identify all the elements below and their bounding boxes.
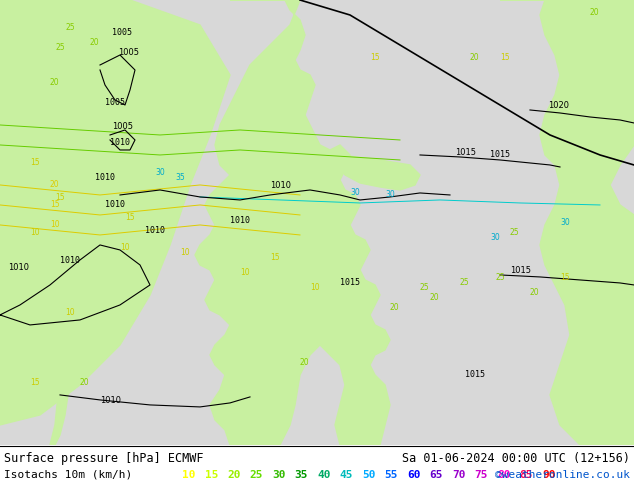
Text: 25: 25	[420, 283, 430, 292]
Text: 1010: 1010	[110, 138, 130, 147]
Text: 20: 20	[590, 8, 600, 17]
Text: 15: 15	[30, 378, 39, 387]
Text: 40: 40	[317, 470, 330, 480]
Text: 10: 10	[50, 220, 60, 229]
Text: 1005: 1005	[112, 28, 132, 37]
Text: 15: 15	[370, 53, 380, 62]
Text: 25: 25	[495, 273, 505, 282]
Text: 70: 70	[452, 470, 465, 480]
Text: 1010: 1010	[105, 200, 125, 209]
Text: 65: 65	[429, 470, 443, 480]
Text: ©weatheronline.co.uk: ©weatheronline.co.uk	[495, 470, 630, 480]
Text: 10: 10	[182, 470, 195, 480]
Text: 1010: 1010	[60, 256, 80, 265]
Text: 1010: 1010	[95, 173, 115, 182]
Text: 30: 30	[560, 218, 570, 227]
Text: 10: 10	[310, 283, 320, 292]
Text: 10: 10	[65, 308, 75, 317]
Text: 15: 15	[560, 273, 569, 282]
Text: 90: 90	[542, 470, 555, 480]
Text: 35: 35	[295, 470, 308, 480]
Text: 1015: 1015	[465, 370, 485, 379]
Text: 1015: 1015	[455, 148, 476, 157]
Text: 1010: 1010	[145, 226, 165, 235]
Text: 85: 85	[519, 470, 533, 480]
Polygon shape	[338, 155, 420, 190]
Text: Isotachs 10m (km/h): Isotachs 10m (km/h)	[4, 470, 133, 480]
Text: 1005: 1005	[118, 48, 139, 57]
Text: 15: 15	[50, 200, 60, 209]
Text: 20: 20	[470, 53, 480, 62]
Polygon shape	[0, 0, 230, 425]
Text: 50: 50	[362, 470, 375, 480]
Text: 30: 30	[155, 168, 165, 177]
Text: 60: 60	[407, 470, 420, 480]
Text: 1015: 1015	[510, 266, 531, 275]
Text: 30: 30	[350, 188, 359, 197]
Text: 20: 20	[390, 303, 399, 312]
Text: 30: 30	[272, 470, 285, 480]
Text: 1015: 1015	[490, 150, 510, 159]
Text: 1010: 1010	[100, 396, 121, 405]
Text: 10: 10	[180, 248, 190, 257]
Text: 30: 30	[490, 233, 500, 242]
Text: 1010: 1010	[270, 181, 291, 190]
Text: 25: 25	[55, 43, 65, 52]
Text: Sa 01-06-2024 00:00 UTC (12+156): Sa 01-06-2024 00:00 UTC (12+156)	[402, 452, 630, 465]
Polygon shape	[195, 0, 390, 445]
Text: 1020: 1020	[548, 101, 569, 110]
Text: 15: 15	[270, 253, 280, 262]
Polygon shape	[50, 0, 130, 445]
Text: 10: 10	[240, 268, 250, 277]
Text: 55: 55	[384, 470, 398, 480]
Text: 1015: 1015	[340, 278, 360, 287]
Text: 20: 20	[50, 78, 60, 87]
Text: 80: 80	[497, 470, 510, 480]
Text: 1005: 1005	[105, 98, 125, 107]
Text: 25: 25	[460, 278, 470, 287]
Text: 25: 25	[510, 228, 520, 237]
Text: 10: 10	[30, 228, 39, 237]
Text: Surface pressure [hPa] ECMWF: Surface pressure [hPa] ECMWF	[4, 452, 204, 465]
Text: 20: 20	[90, 38, 100, 47]
Text: 1005: 1005	[112, 122, 133, 131]
Text: 20: 20	[300, 358, 309, 367]
Text: 1010: 1010	[8, 263, 29, 272]
Text: 45: 45	[339, 470, 353, 480]
Text: 25: 25	[65, 23, 75, 32]
Text: 15: 15	[125, 213, 134, 222]
Text: 20: 20	[530, 288, 540, 297]
Text: 25: 25	[250, 470, 263, 480]
Text: 20: 20	[80, 378, 89, 387]
Text: 15: 15	[205, 470, 218, 480]
Text: 15: 15	[55, 193, 65, 202]
Text: 10: 10	[120, 243, 129, 252]
Text: 30: 30	[385, 190, 395, 199]
Text: 35: 35	[175, 173, 184, 182]
Text: 15: 15	[30, 158, 39, 167]
Text: 20: 20	[50, 180, 60, 189]
Text: 20: 20	[227, 470, 240, 480]
Polygon shape	[500, 0, 634, 445]
Text: 15: 15	[500, 53, 510, 62]
Text: 75: 75	[474, 470, 488, 480]
Text: 1010: 1010	[230, 216, 250, 225]
Text: 20: 20	[430, 293, 439, 302]
